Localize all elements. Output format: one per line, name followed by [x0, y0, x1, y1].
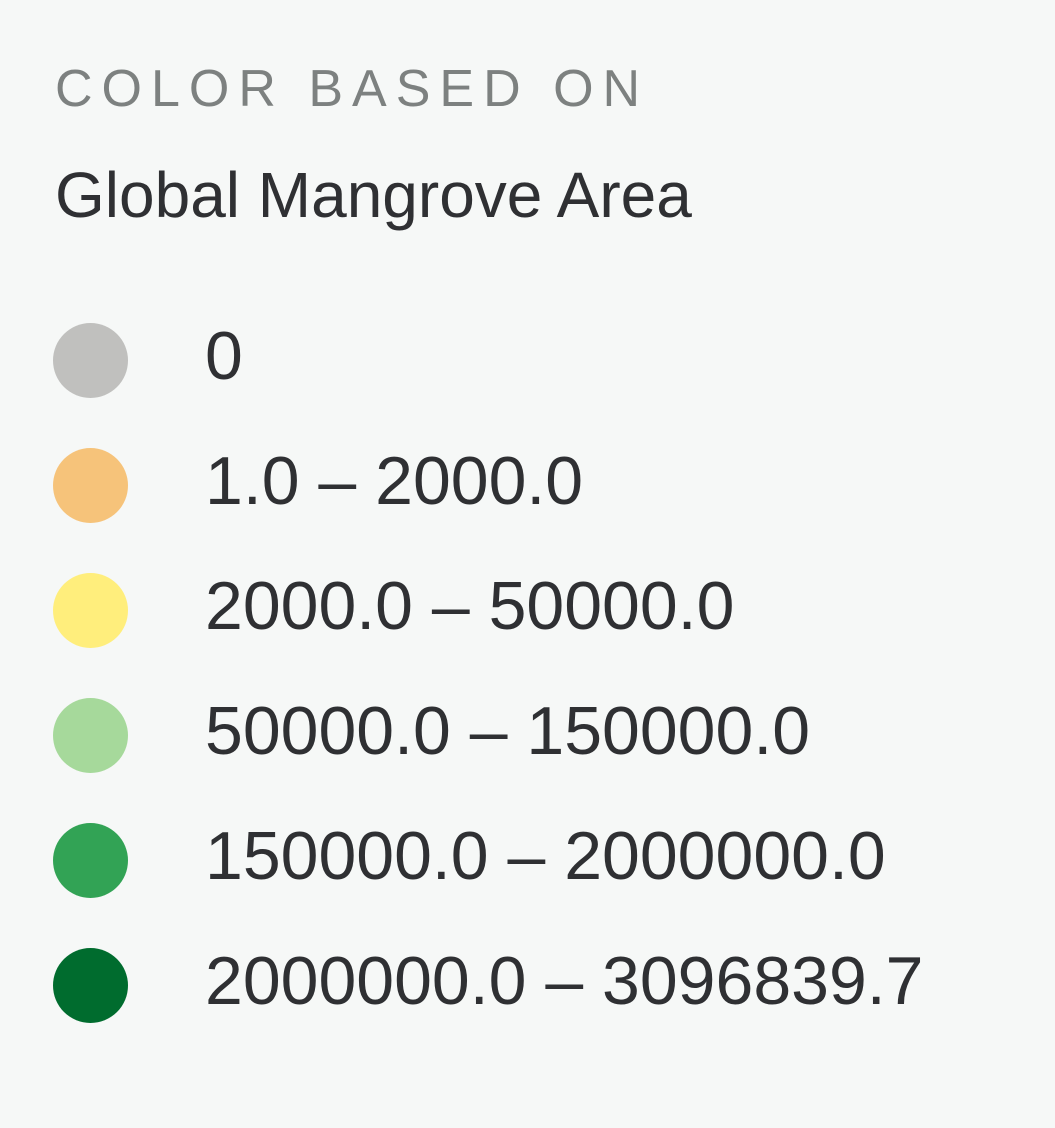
- legend-swatch: [53, 823, 128, 898]
- legend-item: 0: [53, 318, 923, 448]
- legend-swatch: [53, 948, 128, 1023]
- legend-item: 1.0 – 2000.0: [53, 443, 923, 573]
- legend-swatch: [53, 323, 128, 398]
- legend-swatch: [53, 573, 128, 648]
- legend-item: 150000.0 – 2000000.0: [53, 818, 923, 948]
- legend-item: 2000.0 – 50000.0: [53, 568, 923, 698]
- legend-swatch: [53, 448, 128, 523]
- legend-label: 2000000.0 – 3096839.7: [205, 943, 924, 1019]
- legend-heading: COLOR BASED ON: [55, 60, 650, 118]
- legend-label: 2000.0 – 50000.0: [205, 568, 735, 644]
- legend-label: 1.0 – 2000.0: [205, 443, 584, 519]
- legend-label: 0: [205, 318, 243, 394]
- legend-item: 2000000.0 – 3096839.7: [53, 943, 923, 1073]
- legend-item: 50000.0 – 150000.0: [53, 693, 923, 823]
- legend-title: Global Mangrove Area: [55, 159, 692, 231]
- legend-label: 150000.0 – 2000000.0: [205, 818, 886, 894]
- legend-label: 50000.0 – 150000.0: [205, 693, 811, 769]
- legend-swatch: [53, 698, 128, 773]
- legend-list: 0 1.0 – 2000.0 2000.0 – 50000.0 50000.0 …: [53, 318, 923, 1073]
